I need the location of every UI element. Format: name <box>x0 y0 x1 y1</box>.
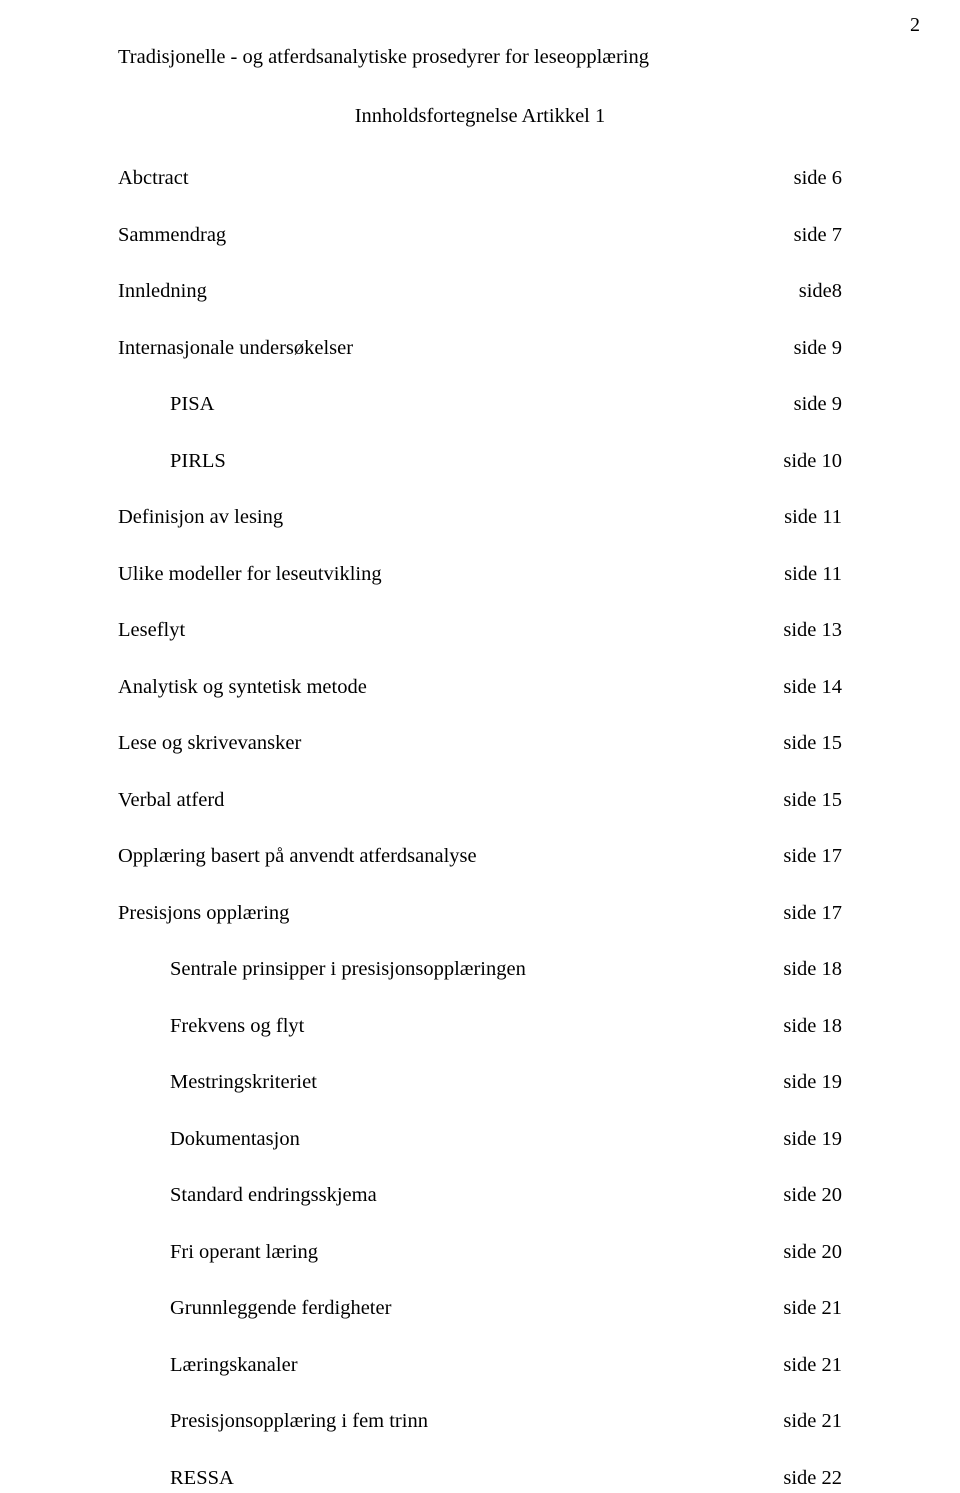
toc-page: side8 <box>799 281 842 302</box>
toc-label: Verbal atferd <box>118 790 224 811</box>
toc-row: Fri operant læring side 20 <box>118 1242 842 1263</box>
toc-page: side 18 <box>783 959 842 980</box>
toc-page: side 21 <box>783 1411 842 1432</box>
toc-page: side 18 <box>783 1016 842 1037</box>
toc-page: side 19 <box>783 1072 842 1093</box>
toc-label: Opplæring basert på anvendt atferdsanaly… <box>118 846 477 867</box>
toc-label: Analytisk og syntetisk metode <box>118 677 367 698</box>
toc-label: Sentrale prinsipper i presisjonsopplærin… <box>118 959 526 980</box>
toc-label: Presisjonsopplæring i fem trinn <box>118 1411 428 1432</box>
toc-page: side 20 <box>783 1185 842 1206</box>
toc-row: RESSA side 22 <box>118 1468 842 1489</box>
toc-label: Grunnleggende ferdigheter <box>118 1298 391 1319</box>
page-number: 2 <box>910 14 920 37</box>
toc-row: Leseflyt side 13 <box>118 620 842 641</box>
toc-page: side 21 <box>783 1298 842 1319</box>
toc-label: Frekvens og flyt <box>118 1016 304 1037</box>
toc-label: Ulike modeller for leseutvikling <box>118 564 382 585</box>
toc-title: Innholdsfortegnelse Artikkel 1 <box>118 105 842 128</box>
table-of-contents: Abctract side 6 Sammendrag side 7 Innledning… <box>118 168 842 1488</box>
toc-page: side 15 <box>783 790 842 811</box>
toc-row: Læringskanaler side 21 <box>118 1355 842 1376</box>
toc-row: Lese og skrivevansker side 15 <box>118 733 842 754</box>
toc-label: Innledning <box>118 281 207 302</box>
toc-row: Presisjons opplæring side 17 <box>118 903 842 924</box>
toc-page: side 7 <box>794 225 842 246</box>
toc-row: Verbal atferd side 15 <box>118 790 842 811</box>
toc-row: Internasjonale undersøkelser side 9 <box>118 338 842 359</box>
toc-page: side 13 <box>783 620 842 641</box>
toc-label: Definisjon av lesing <box>118 507 283 528</box>
toc-row: Abctract side 6 <box>118 168 842 189</box>
toc-label: Lese og skrivevansker <box>118 733 301 754</box>
toc-page: side 17 <box>783 903 842 924</box>
toc-page: side 11 <box>784 564 842 585</box>
toc-label: Mestringskriteriet <box>118 1072 317 1093</box>
toc-page: side 22 <box>783 1468 842 1489</box>
toc-label: Dokumentasjon <box>118 1129 300 1150</box>
toc-page: side 17 <box>783 846 842 867</box>
toc-row: Dokumentasjon side 19 <box>118 1129 842 1150</box>
toc-page: side 9 <box>794 394 842 415</box>
toc-row: Innledning side8 <box>118 281 842 302</box>
toc-label: PISA <box>118 394 214 415</box>
toc-row: Grunnleggende ferdigheter side 21 <box>118 1298 842 1319</box>
toc-row: Frekvens og flyt side 18 <box>118 1016 842 1037</box>
toc-row: Analytisk og syntetisk metode side 14 <box>118 677 842 698</box>
toc-row: PISA side 9 <box>118 394 842 415</box>
toc-row: Sammendrag side 7 <box>118 225 842 246</box>
toc-page: side 15 <box>783 733 842 754</box>
toc-label: Presisjons opplæring <box>118 903 289 924</box>
toc-row: Ulike modeller for leseutvikling side 11 <box>118 564 842 585</box>
toc-row: Standard endringsskjema side 20 <box>118 1185 842 1206</box>
toc-page: side 19 <box>783 1129 842 1150</box>
toc-page: side 14 <box>783 677 842 698</box>
toc-row: Mestringskriteriet side 19 <box>118 1072 842 1093</box>
toc-page: side 10 <box>783 451 842 472</box>
page: 2 Tradisjonelle - og atferdsanalytiske p… <box>0 0 960 1493</box>
toc-row: Opplæring basert på anvendt atferdsanaly… <box>118 846 842 867</box>
toc-label: PIRLS <box>118 451 226 472</box>
toc-label: Sammendrag <box>118 225 226 246</box>
toc-label: Standard endringsskjema <box>118 1185 377 1206</box>
toc-page: side 9 <box>794 338 842 359</box>
toc-label: Internasjonale undersøkelser <box>118 338 353 359</box>
toc-label: Læringskanaler <box>118 1355 298 1376</box>
toc-page: side 21 <box>783 1355 842 1376</box>
toc-row: Presisjonsopplæring i fem trinn side 21 <box>118 1411 842 1432</box>
toc-label: Leseflyt <box>118 620 185 641</box>
running-head: Tradisjonelle - og atferdsanalytiske pro… <box>118 46 842 69</box>
toc-label: Fri operant læring <box>118 1242 318 1263</box>
toc-label: RESSA <box>118 1468 234 1489</box>
toc-label: Abctract <box>118 168 189 189</box>
toc-row: Definisjon av lesing side 11 <box>118 507 842 528</box>
toc-page: side 6 <box>794 168 842 189</box>
toc-page: side 11 <box>784 507 842 528</box>
toc-row: Sentrale prinsipper i presisjonsopplærin… <box>118 959 842 980</box>
toc-row: PIRLS side 10 <box>118 451 842 472</box>
toc-page: side 20 <box>783 1242 842 1263</box>
